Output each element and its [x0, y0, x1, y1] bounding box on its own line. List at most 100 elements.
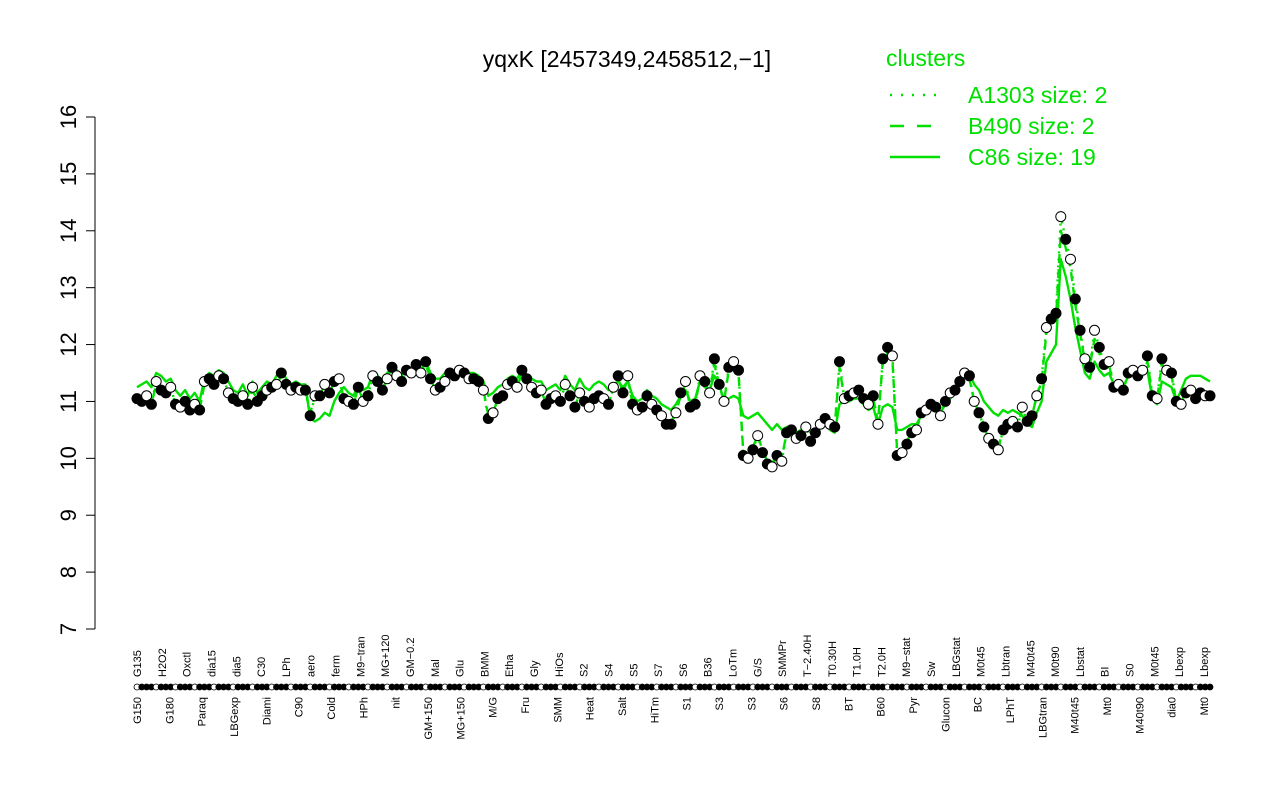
y-tick-label: 14: [56, 219, 81, 243]
x-tick-label-top: BMM: [479, 651, 491, 677]
x-tick-label-bottom: BC: [973, 697, 985, 712]
x-tick-label-top: S5: [628, 664, 640, 677]
data-point: [1103, 356, 1115, 368]
x-tick-label-top: M0t45: [1149, 646, 1161, 677]
data-point: [420, 356, 432, 368]
data-point: [1175, 398, 1187, 410]
data-point: [208, 378, 220, 390]
data-point: [877, 353, 889, 365]
data-point: [834, 356, 845, 368]
y-tick-label: 16: [56, 105, 81, 129]
data-point: [829, 421, 841, 433]
x-tick-label-top: G/S: [752, 658, 764, 677]
axes: 7 8 9 10 11 12 13 14 15 16 G135 H2O2 Oxctl dia15 dia5 C…: [56, 105, 1211, 740]
x-tick-label-top: M9−tran: [355, 636, 367, 677]
data-point: [617, 387, 629, 399]
data-point: [680, 376, 691, 387]
data-point: [473, 376, 485, 387]
x-tick-label-top: M40t45: [1025, 640, 1037, 677]
data-point: [603, 398, 614, 410]
data-point: [699, 376, 711, 387]
legend-title: clusters: [886, 45, 965, 71]
data-point: [911, 424, 922, 436]
data-point: [1069, 293, 1081, 305]
data-point: [1079, 353, 1091, 365]
x-tick-label-top: M0t45: [976, 646, 988, 677]
data-point: [348, 398, 359, 410]
x-tick-label-top: SMMPr: [777, 640, 789, 677]
data-point: [381, 373, 393, 385]
data-point: [882, 341, 894, 353]
data-point: [333, 373, 345, 385]
y-tick-label: 11: [56, 390, 81, 413]
legend-label: A1303 size: 2: [968, 82, 1107, 108]
x-tick-label-top: dia15: [206, 650, 218, 677]
data-point: [992, 444, 1004, 456]
x-tick-label-bottom: M40t90: [1134, 697, 1146, 734]
data-point: [901, 438, 913, 450]
x-tick-label-top: T−2.40H: [802, 634, 814, 677]
data-point: [752, 430, 764, 442]
data-point: [636, 401, 648, 413]
x-tick-label-top: Etha: [504, 653, 516, 677]
data-point: [477, 384, 489, 396]
data-point: [324, 387, 335, 399]
x-tick-label-bottom: Salt: [617, 697, 629, 716]
x-tick-label-top: BI: [1100, 667, 1112, 677]
data-point: [396, 376, 408, 387]
data-point: [1166, 367, 1177, 379]
x-tick-label-top: dia5: [231, 656, 243, 677]
x-tick-label-bottom: G180: [164, 697, 176, 724]
data-point: [795, 430, 807, 442]
data-point: [1093, 341, 1105, 353]
data-point: [1026, 410, 1038, 422]
y-tick-label: 12: [56, 332, 81, 356]
x-tick-label-top: Lbexp: [1199, 647, 1211, 677]
x-tick-label-top: B36: [703, 657, 715, 677]
x-tick-label-top: S2: [579, 664, 591, 677]
x-tick-label-top: Oxctl: [182, 652, 194, 677]
data-point: [141, 390, 153, 402]
data-point: [809, 427, 821, 439]
data-point: [1204, 390, 1216, 402]
x-tick-label-bottom: LPhT: [1005, 697, 1017, 724]
data-point: [665, 418, 677, 430]
x-tick-label-top: Mal: [430, 659, 442, 677]
x-tick-label-top: H2O2: [157, 648, 169, 677]
chart-title: yqxK [2457349,2458512,−1]: [483, 46, 771, 72]
data-point: [612, 370, 624, 382]
data-point: [1074, 324, 1086, 336]
legend-label: C86 size: 19: [968, 144, 1096, 170]
data-point: [867, 390, 879, 402]
data-point: [896, 447, 908, 459]
data-point: [805, 435, 817, 447]
data-point: [978, 421, 990, 433]
data-point: [930, 401, 942, 413]
x-tick-label-bottom: GM+150: [423, 697, 435, 740]
data-point: [1036, 373, 1048, 385]
y-tick-label: 9: [56, 509, 81, 521]
data-point: [1060, 233, 1072, 245]
x-tick-label-top: Lbstat: [1075, 647, 1087, 677]
x-tick-label-top: Lbexp: [1174, 647, 1186, 677]
data-point: [1050, 307, 1062, 319]
data-point: [641, 390, 653, 402]
data-point: [862, 398, 874, 410]
x-tick-label-top: S7: [653, 664, 665, 677]
data-point: [304, 410, 316, 422]
y-tick-label: 7: [56, 623, 81, 635]
data-point: [757, 447, 768, 459]
data-point: [569, 401, 581, 413]
x-tick-label-top: HiOs: [554, 652, 566, 677]
x-tick-label-top: G135: [132, 650, 144, 677]
rug-marker: [1206, 683, 1214, 691]
x-tick-label-bottom: S6: [779, 697, 791, 710]
data-point: [1012, 421, 1023, 433]
data-point: [362, 390, 374, 402]
data-point: [704, 387, 716, 399]
data-point: [1156, 353, 1168, 365]
data-point: [574, 387, 586, 399]
data-point: [968, 395, 980, 407]
series-line-c86: [136, 258, 1211, 434]
